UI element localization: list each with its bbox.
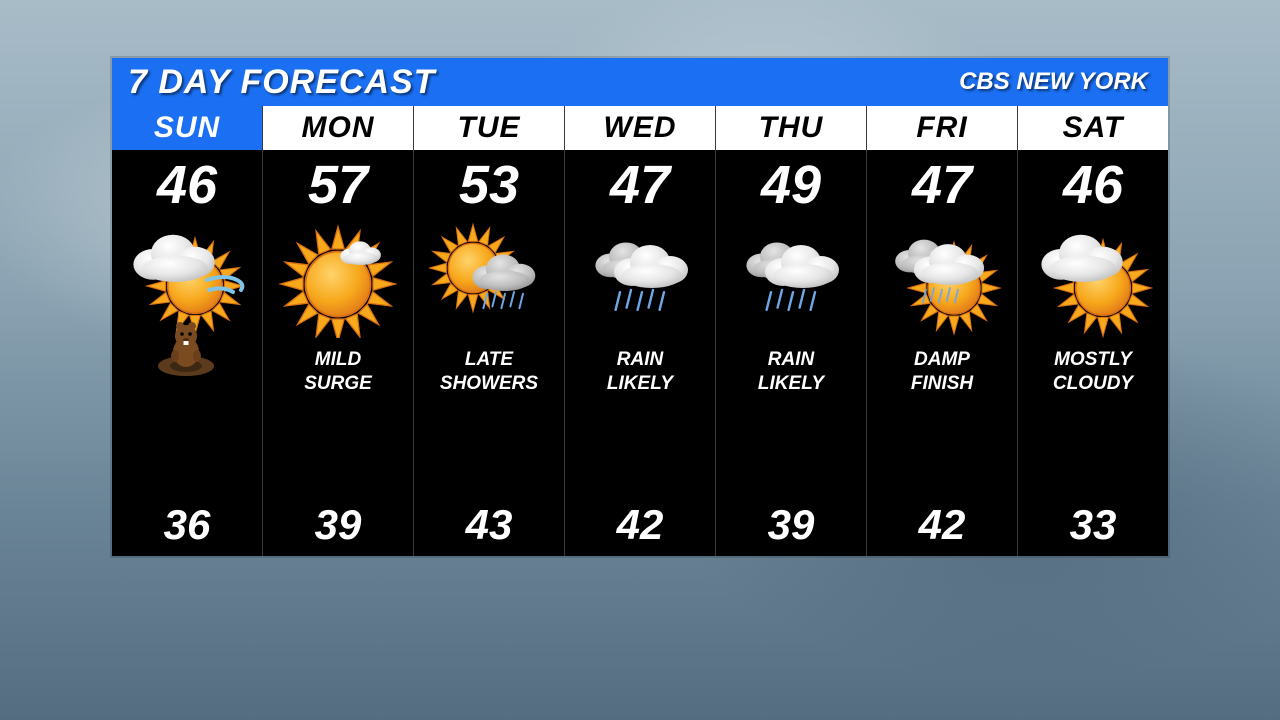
day-header: MON bbox=[263, 106, 413, 150]
day-body: 57 MILDSURGE 39 bbox=[263, 150, 413, 556]
condition-caption: RAINLIKELY bbox=[607, 348, 673, 408]
condition-caption: RAINLIKELY bbox=[758, 348, 824, 408]
day-body: 53 LATESHOWERS 43 bbox=[414, 150, 564, 556]
day-body: 47 RAINLIKELY 42 bbox=[565, 150, 715, 556]
high-temp: 46 bbox=[157, 158, 217, 212]
day-header: TUE bbox=[414, 106, 564, 150]
cloudy-sun-rain-icon bbox=[882, 218, 1002, 338]
day-body: 46 MOSTLYCLOUDY 33 bbox=[1018, 150, 1168, 556]
rain-icon bbox=[580, 218, 700, 338]
card-title: 7 DAY FORECAST bbox=[128, 63, 435, 102]
day-column-tue: TUE 53 LATESHOWERS 43 bbox=[413, 106, 564, 556]
day-column-mon: MON 57 MILDSURGE 39 bbox=[262, 106, 413, 556]
day-column-sat: SAT 46 MOSTLYCLOUDY 33 bbox=[1017, 106, 1168, 556]
low-temp: 42 bbox=[919, 504, 966, 546]
low-temp: 36 bbox=[164, 504, 211, 546]
low-temp: 42 bbox=[617, 504, 664, 546]
high-temp: 47 bbox=[912, 158, 972, 212]
groundhog-icon bbox=[156, 320, 216, 370]
mostly-cloudy-sun-icon bbox=[1033, 218, 1153, 338]
day-column-fri: FRI 47 DAMPFINISH 42 bbox=[866, 106, 1017, 556]
mostly-sunny-icon bbox=[278, 218, 398, 338]
day-body: 49 RAINLIKELY 39 bbox=[716, 150, 866, 556]
forecast-card: 7 DAY FORECAST CBS NEW YORK SUN4636MON57… bbox=[112, 58, 1168, 556]
low-temp: 39 bbox=[315, 504, 362, 546]
high-temp: 57 bbox=[308, 158, 368, 212]
days-row: SUN 46 36 MON 57 MILDSURGE 39 TUE 53 LATESHOWERS 4… bbox=[112, 106, 1168, 556]
day-header: SAT bbox=[1018, 106, 1168, 150]
day-column-wed: WED 47 RAINLIKELY 42 bbox=[564, 106, 715, 556]
high-temp: 46 bbox=[1063, 158, 1123, 212]
low-temp: 39 bbox=[768, 504, 815, 546]
high-temp: 49 bbox=[761, 158, 821, 212]
day-header: WED bbox=[565, 106, 715, 150]
rain-icon bbox=[731, 218, 851, 338]
condition-caption: MOSTLYCLOUDY bbox=[1053, 348, 1133, 408]
high-temp: 53 bbox=[459, 158, 519, 212]
low-temp: 33 bbox=[1070, 504, 1117, 546]
day-header: FRI bbox=[867, 106, 1017, 150]
high-temp: 47 bbox=[610, 158, 670, 212]
day-column-thu: THU 49 RAINLIKELY 39 bbox=[715, 106, 866, 556]
day-body: 46 36 bbox=[112, 150, 262, 556]
condition-caption: DAMPFINISH bbox=[911, 348, 973, 408]
low-temp: 43 bbox=[466, 504, 513, 546]
title-bar: 7 DAY FORECAST CBS NEW YORK bbox=[112, 58, 1168, 106]
condition-caption: LATESHOWERS bbox=[440, 348, 538, 408]
sun-showers-icon bbox=[429, 218, 549, 338]
day-header: SUN bbox=[112, 106, 262, 150]
day-column-sun: SUN 46 36 bbox=[112, 106, 262, 556]
day-header: THU bbox=[716, 106, 866, 150]
day-body: 47 DAMPFINISH 42 bbox=[867, 150, 1017, 556]
source-label: CBS NEW YORK bbox=[959, 68, 1148, 96]
condition-caption: MILDSURGE bbox=[304, 348, 372, 408]
